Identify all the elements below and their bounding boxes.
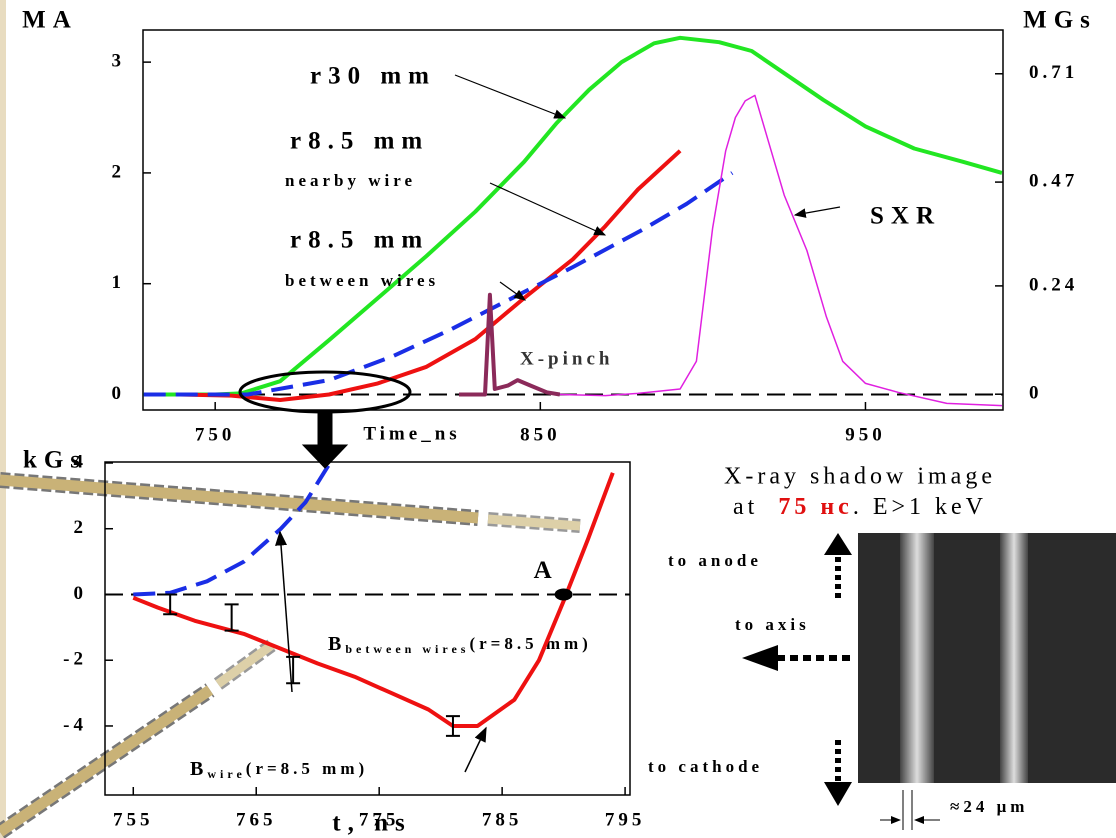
series-name: B	[190, 758, 207, 780]
y2-tick-label: 0.24	[1029, 274, 1078, 295]
wire-shadow	[900, 533, 934, 783]
series-label: SXR	[870, 203, 941, 230]
y-tick-label: -2	[63, 649, 87, 670]
y-unit: MA	[22, 7, 78, 34]
xray-panel: X-ray shadow image at 75 нс. E>1 keV to …	[648, 464, 1116, 830]
series-line	[132, 472, 615, 728]
xray-image	[858, 533, 1116, 783]
x-tick-label: 775	[359, 809, 400, 830]
x-axis-label: t, ns	[332, 810, 411, 837]
plot-frame	[142, 29, 1004, 411]
x-tick-label: 950	[845, 424, 886, 445]
series-label: r8.5 mm	[290, 227, 429, 254]
caption-text: at	[733, 494, 758, 520]
series-suffix: (r=8.5 mm)	[246, 759, 368, 778]
series-label: r30 mm	[310, 63, 436, 90]
wire-shadow	[1000, 533, 1028, 783]
x-tick-label: 765	[236, 809, 277, 830]
caption: at 75 нс. E>1 keV	[733, 494, 987, 520]
error-bar	[163, 593, 178, 616]
series-label: Bbetween wires(r=8.5 mm)	[328, 633, 592, 656]
y2-unit: MGs	[1023, 7, 1097, 34]
y2-tick-label: 0	[1029, 383, 1043, 404]
x-axis-label: Time_ns	[363, 423, 460, 444]
point-marker	[554, 588, 573, 601]
plot-frame	[104, 461, 631, 796]
error-bar	[224, 603, 239, 632]
point-label: A	[534, 557, 559, 584]
series-sublabel: nearby wire	[285, 171, 416, 190]
series-suffix: (r=8.5 mm)	[469, 634, 591, 653]
x-tick-label: 785	[482, 809, 523, 830]
y-tick-label: 0	[74, 583, 88, 604]
series-sublabel: between wires	[285, 271, 439, 290]
caption-highlight: 75 нс	[778, 494, 852, 520]
series-line	[143, 35, 1003, 397]
series-line	[133, 461, 332, 597]
y-tick-label: 1	[112, 272, 126, 293]
direction-label: to axis	[735, 615, 810, 634]
error-bar	[445, 715, 460, 737]
series-line	[179, 149, 682, 402]
y-tick-label: 4	[74, 451, 88, 472]
edge-texture	[0, 0, 6, 838]
direction-label: to anode	[668, 551, 762, 570]
y-tick-label: 3	[112, 50, 126, 71]
y-tick-label: -4	[63, 714, 87, 735]
x-tick-label: 850	[520, 424, 561, 445]
error-bar	[286, 655, 301, 685]
y-tick-label: 2	[112, 161, 126, 182]
series-label: Bwire(r=8.5 mm)	[190, 758, 368, 781]
y2-tick-label: 0.47	[1029, 170, 1078, 191]
caption-text: . E>1 keV	[853, 494, 987, 520]
x-tick-label: 795	[605, 809, 646, 830]
series-line	[459, 292, 561, 397]
series-label: X-pinch	[520, 348, 613, 369]
y2-tick-label: 0.71	[1029, 62, 1078, 83]
series-label: r8.5 mm	[290, 128, 429, 155]
direction-arrow	[824, 533, 852, 555]
callouts	[238, 74, 841, 773]
direction-arrow	[742, 645, 778, 671]
series-line	[143, 171, 734, 397]
series-subscript: wire	[207, 767, 245, 781]
y-unit: kGs	[23, 447, 87, 474]
main-chart: 750 850 950 0 1 2 3 0 0.24 0.47 0.71 MA MGs Time_ns r3…	[22, 7, 1097, 446]
series-name: B	[328, 633, 345, 655]
scale-label: ≈24 μm	[950, 797, 1028, 816]
x-tick-label: 755	[113, 809, 154, 830]
series-line	[559, 94, 1003, 407]
direction-arrow	[824, 782, 852, 806]
y-tick-label: 2	[74, 517, 88, 538]
direction-label: to cathode	[648, 757, 763, 776]
series-subscript: between wires	[345, 642, 469, 656]
y-tick-label: 0	[112, 383, 126, 404]
caption: X-ray shadow image	[724, 464, 996, 490]
x-tick-label: 750	[195, 424, 236, 445]
